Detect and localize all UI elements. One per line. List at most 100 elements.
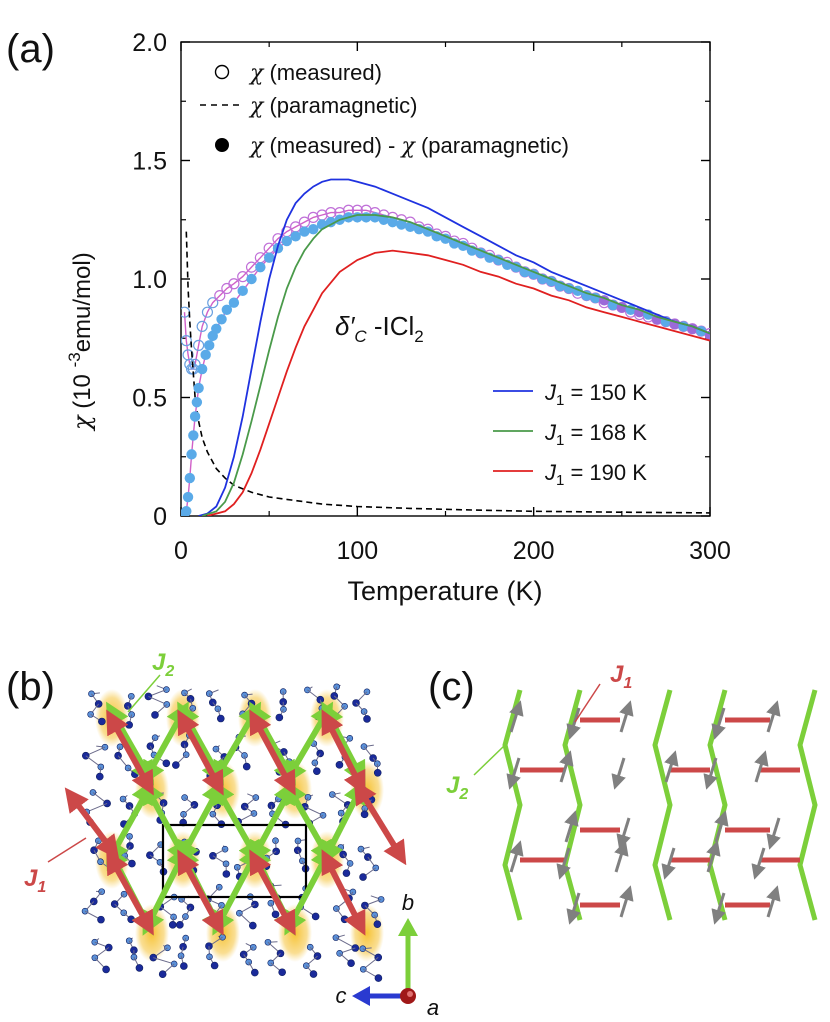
spin-arrow [711, 892, 726, 925]
j1-arrow [106, 709, 154, 796]
legend-paramagnetic: χ (paramagnetic) [248, 93, 417, 119]
j2-arrow [211, 701, 262, 786]
spin-arrow [766, 700, 781, 733]
j1-arrow [321, 849, 366, 936]
series-5 [207, 249, 710, 516]
x-tick-label: 0 [174, 537, 188, 565]
atom [251, 968, 259, 977]
data-point-difference [184, 472, 196, 484]
model-curve [207, 249, 710, 516]
j2-leader [127, 674, 161, 713]
b-axis-arrowhead [398, 918, 418, 936]
atom [271, 910, 280, 919]
molecule [144, 685, 171, 719]
data-point-difference [193, 382, 204, 394]
j1-arrow [249, 849, 296, 936]
spin-arrow [616, 817, 631, 850]
model-curve [198, 178, 710, 516]
data-point-measured [201, 306, 214, 318]
atom [158, 970, 167, 979]
panel-a: (a) 0 0.5 1.0 1.5 2.0 0 100 200 300 χ (10 -3emu… [6, 27, 731, 606]
atom [151, 711, 159, 719]
atom [278, 968, 286, 977]
data-point-difference [325, 216, 337, 228]
data-point-difference [369, 212, 381, 223]
legend-top: χ (measured) χ (paramagnetic) χ (measure… [200, 60, 569, 159]
data-point-difference [191, 397, 203, 408]
spin-arrow [509, 840, 524, 873]
compound-label: δ′C -ICl2 [335, 311, 424, 346]
y-tick-label: 1.5 [132, 148, 167, 176]
molecule [360, 743, 382, 777]
panel-b: (b) J2 J1 b c a [6, 649, 439, 1020]
molecule [177, 934, 190, 970]
model-curve [201, 214, 710, 516]
crystal-axes: b c a [336, 890, 440, 1020]
series-1 [185, 231, 710, 514]
j1-arrow [177, 849, 224, 936]
atom [359, 873, 367, 881]
x-tick-label: 200 [513, 537, 555, 565]
atom [363, 715, 371, 723]
data-point-measured [196, 320, 208, 332]
j2-chain [797, 689, 818, 921]
data-point-difference [387, 216, 398, 228]
spin-arrow [619, 885, 634, 918]
data-point-difference [204, 340, 215, 351]
molecule [239, 942, 259, 977]
legend-j1-190: J1 = 190 K [544, 460, 647, 489]
data-point-difference [182, 491, 194, 503]
a-axis-label: a [427, 995, 439, 1020]
data-point-measured [207, 297, 219, 309]
spin-arrow [614, 840, 629, 873]
atom [360, 810, 369, 819]
legend-marker-difference [215, 138, 229, 152]
molecule [359, 945, 383, 982]
data-point-difference [396, 219, 407, 230]
j1-arrow [249, 709, 296, 796]
molecule [264, 938, 286, 977]
panel-c-j1-label: J1 [610, 661, 632, 692]
data-point-difference [255, 261, 266, 273]
atom [135, 964, 144, 972]
data-point-difference [290, 231, 301, 242]
j2-chain [652, 689, 673, 921]
spin-arrow [566, 892, 581, 925]
spin-arrow [766, 817, 781, 850]
atom [373, 768, 382, 777]
c-j2-leader [473, 745, 505, 776]
data-point-difference [228, 297, 240, 308]
legend-j1-150: J1 = 150 K [544, 380, 647, 409]
spin-arrow [564, 810, 579, 843]
j2-arrow [142, 844, 189, 936]
j1-arrow [106, 849, 154, 936]
molecule [149, 944, 178, 979]
y-tick-label: 1.0 [132, 266, 167, 294]
c-axis-label: c [336, 983, 347, 1008]
atom [335, 761, 344, 769]
data-point-difference [281, 235, 292, 247]
x-axis-label: Temperature (K) [347, 576, 542, 606]
spin-arrow [754, 750, 769, 783]
spin-arrow [559, 750, 574, 783]
panel-c: (c) J1 J2 [428, 661, 818, 925]
atom [176, 921, 184, 929]
series-4 [201, 214, 710, 516]
data-point-difference [188, 430, 199, 441]
j2-arrow [142, 779, 189, 866]
honeycomb-lattice [502, 689, 818, 925]
data-point-difference [246, 273, 257, 285]
j2-arrow [283, 701, 334, 786]
atom [98, 717, 106, 726]
data-point-difference [405, 221, 416, 233]
spin-arrow [711, 707, 726, 740]
atom [374, 974, 383, 982]
j1-arrow [64, 787, 120, 860]
atom [309, 970, 318, 978]
j2-arrow [212, 779, 261, 866]
molecule [125, 937, 144, 972]
j2-arrow [284, 844, 333, 936]
atom [340, 915, 349, 924]
atom [102, 965, 110, 974]
c-axis-arrowhead [352, 986, 370, 1006]
